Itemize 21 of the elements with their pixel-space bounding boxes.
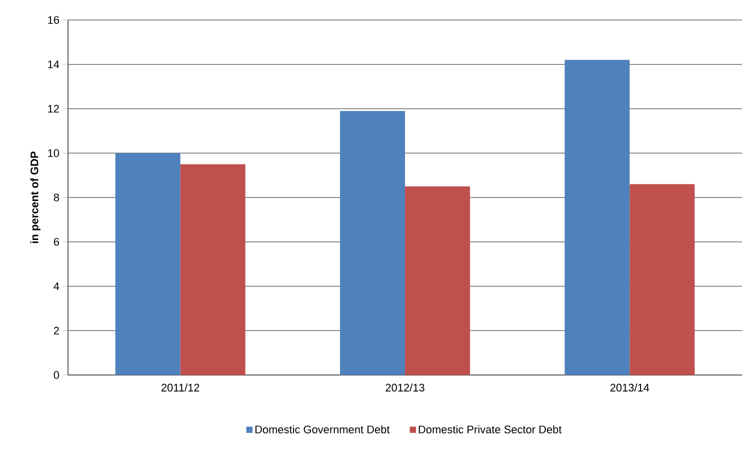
y-tick-label: 10 <box>48 149 60 157</box>
bar <box>405 186 470 375</box>
bar <box>630 184 695 375</box>
bar <box>564 60 630 375</box>
x-tick-label: 2012/13 <box>386 384 424 392</box>
legend-label: Domestic Government Debt <box>255 425 390 434</box>
y-tick-label: 2 <box>54 326 59 334</box>
legend-label: Domestic Private Sector Debt <box>418 425 562 434</box>
bar <box>340 110 406 375</box>
x-tick-label: 2011/12 <box>161 384 200 392</box>
bar <box>115 153 180 375</box>
y-tick-label: 6 <box>54 238 60 246</box>
y-tick-label: 4 <box>54 282 60 290</box>
y-tick-label: 0 <box>54 371 60 379</box>
bar <box>180 164 246 375</box>
x-tick-label: 2013/14 <box>610 384 650 392</box>
y-tick-label: 14 <box>48 60 60 68</box>
y-axis-title: in percent of GDP <box>30 152 40 243</box>
y-tick-label: 8 <box>54 194 60 202</box>
y-tick-label: 16 <box>48 16 59 24</box>
y-tick-label: 12 <box>48 104 59 113</box>
